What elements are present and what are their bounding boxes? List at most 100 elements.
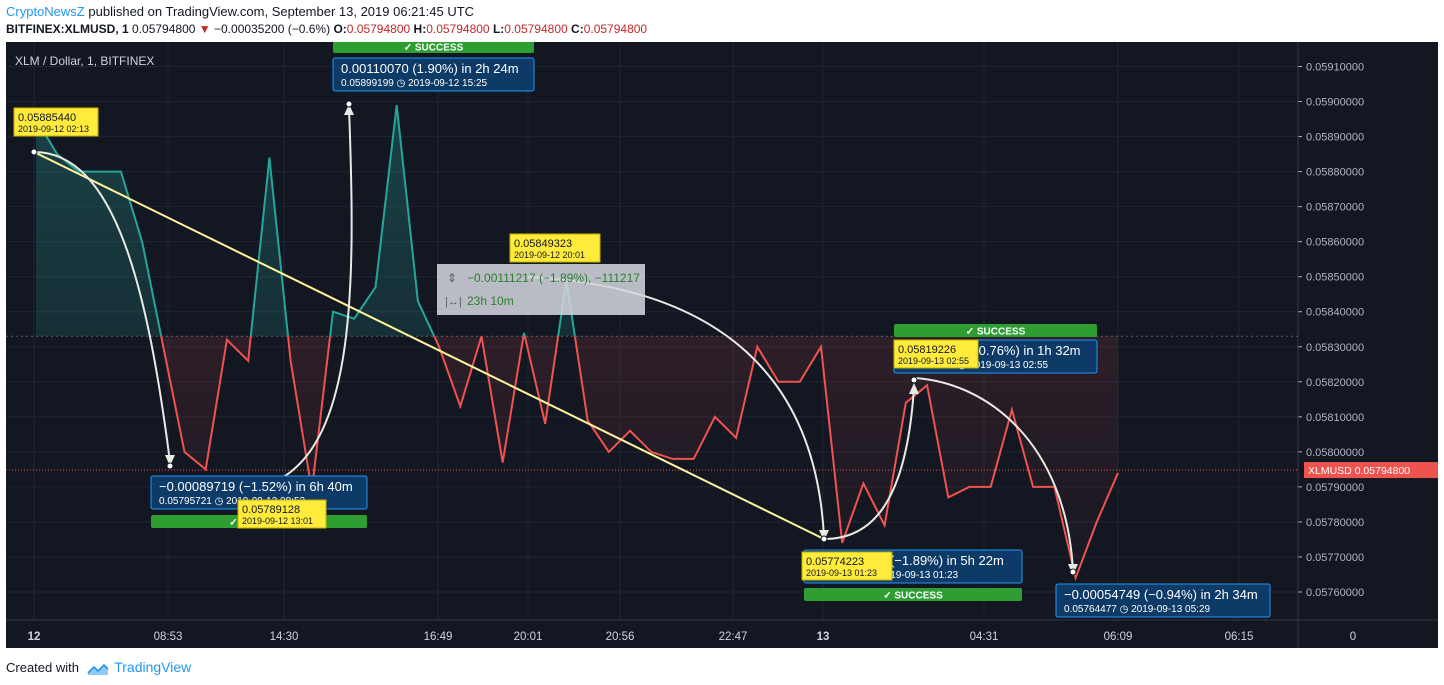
last-price-tag — [1304, 462, 1438, 479]
arrow-curve-head — [344, 104, 354, 115]
y-tick-label: 0.05850000 — [1306, 272, 1364, 284]
price-note-time: 2019-09-13 01:23 — [806, 568, 877, 578]
y-tick-label: 0.05810000 — [1306, 412, 1364, 424]
duration-icon: |↔| — [445, 296, 462, 308]
ohlc-line: BITFINEX:XLMUSD, 1 0.05794800 ▼ −0.00035… — [6, 22, 647, 36]
low-value: 0.05794800 — [504, 22, 568, 36]
success-badge-label: ✓ SUCCESS — [966, 327, 1026, 338]
y-tick-label: 0.05890000 — [1306, 132, 1364, 144]
measure-box — [1055, 583, 1271, 618]
success-badge-label: ✓ SUCCESS — [883, 591, 943, 602]
high-label: H: — [413, 22, 427, 36]
success-badge — [804, 588, 1022, 601]
published-text: published on TradingView.com, September … — [88, 4, 475, 19]
x-tick-label: 14:30 — [270, 631, 299, 643]
low-label: L: — [492, 22, 505, 36]
close-label: C: — [571, 22, 584, 36]
y-tick-label: 0.05880000 — [1306, 167, 1364, 179]
measure-change: −0.00089719 (−1.52%) in 6h 40m — [159, 479, 353, 494]
trend-line — [33, 151, 825, 540]
publish-line: CryptoNewsZ published on TradingView.com… — [6, 4, 474, 19]
x-tick-label: 04:31 — [970, 631, 999, 643]
y-tick-label: 0.05800000 — [1306, 447, 1364, 459]
anchor-point — [30, 148, 38, 156]
x-tick-label: 20:01 — [514, 631, 543, 643]
y-tick-label: 0.05780000 — [1306, 517, 1364, 529]
x-tick-label: 16:49 — [424, 631, 453, 643]
measure-detail: 0.05899199 ◷ 2019-09-12 15:25 — [341, 78, 488, 89]
measure-change: −0.00054749 (−0.94%) in 2h 34m — [1064, 587, 1258, 602]
anchor-point — [1069, 568, 1077, 576]
price-note-time: 2019-09-12 02:13 — [18, 124, 89, 134]
y-tick-label: 0.05910000 — [1306, 62, 1364, 74]
range-tool-change: −0.00111217 (−1.89%), −111217 — [467, 271, 640, 285]
arrow-curve — [33, 151, 171, 463]
price-note-time: 2019-09-13 02:55 — [898, 356, 969, 366]
footer: Created with TradingView — [6, 659, 191, 676]
price-note — [509, 233, 601, 263]
range-tool-icon: ⇕ — [447, 271, 457, 285]
x-tick-label: 06:09 — [1104, 631, 1133, 643]
last-price-tag-text: XLMUSD 0.05794800 — [1308, 465, 1410, 477]
arrow-curve-head — [909, 383, 919, 394]
arrow-curve — [913, 377, 1074, 572]
success-badge-label: ✓ SUCCESS — [404, 43, 464, 54]
y-tick-label: 0.05860000 — [1306, 237, 1364, 249]
x-tick-label: 12 — [28, 631, 41, 643]
range-tool-duration: 23h 10m — [467, 294, 514, 308]
x-tick-label: 06:15 — [1225, 631, 1254, 643]
arrow-curve — [259, 107, 353, 488]
x-tick-label: 20:56 — [606, 631, 635, 643]
close-value: 0.05794800 — [583, 22, 648, 36]
arrow-curve — [823, 386, 915, 540]
success-badge — [894, 324, 1097, 337]
anchor-point — [166, 462, 174, 470]
arrow-curve-head — [165, 455, 175, 466]
down-area — [36, 336, 1118, 578]
high-value: 0.05794800 — [426, 22, 490, 36]
measure-box — [332, 57, 535, 92]
anchor-point — [345, 100, 353, 108]
price-note — [893, 339, 979, 369]
created-with-text: Created with — [6, 660, 79, 675]
anchor-point — [910, 376, 918, 384]
price-line-down — [160, 336, 1119, 582]
measure-detail: 0.05764477 ◷ 2019-09-13 05:29 — [1064, 604, 1211, 615]
chart-title: XLM / Dollar, 1, BITFINEX — [15, 54, 154, 68]
price-note — [801, 551, 893, 581]
y-tick-label: 0.05840000 — [1306, 307, 1364, 319]
y-tick-label: 0.05870000 — [1306, 202, 1364, 214]
range-tool-box — [437, 264, 645, 315]
y-tick-label: 0.05830000 — [1306, 342, 1364, 354]
y-tick-label: 0.05900000 — [1306, 97, 1364, 109]
success-badge — [333, 42, 534, 53]
x-tick-label: 13 — [817, 631, 830, 643]
up-area — [36, 105, 575, 337]
measure-change: 0.00110070 (1.90%) in 2h 24m — [341, 61, 519, 76]
price-note-value: 0.05819226 — [898, 344, 956, 356]
anchor-point — [820, 535, 828, 543]
down-triangle-icon: ▼ — [198, 22, 211, 36]
publisher-link[interactable]: CryptoNewsZ — [6, 4, 85, 19]
price-change: −0.00035200 (−0.6%) — [214, 22, 331, 36]
price-note-value: 0.05885440 — [18, 112, 76, 124]
price-note — [237, 499, 327, 529]
symbol: BITFINEX:XLMUSD, 1 — [6, 22, 129, 36]
price-note — [13, 107, 99, 137]
x-tick-label: 0 — [1350, 631, 1356, 643]
price-note-value: 0.05789128 — [242, 504, 300, 516]
x-tick-label: 08:53 — [154, 631, 183, 643]
open-value: 0.05794800 — [346, 22, 411, 36]
tradingview-brand[interactable]: TradingView — [114, 659, 192, 675]
x-tick-label: 22:47 — [719, 631, 748, 643]
y-tick-label: 0.05760000 — [1306, 587, 1364, 599]
y-tick-label: 0.05790000 — [1306, 482, 1364, 494]
tradingview-logo-icon — [87, 663, 109, 675]
last-price: 0.05794800 — [132, 22, 196, 36]
price-note-value: 0.05774223 — [806, 556, 864, 568]
price-note-value: 0.05849323 — [514, 238, 572, 250]
y-tick-label: 0.05770000 — [1306, 552, 1364, 564]
price-note-time: 2019-09-12 20:01 — [514, 250, 585, 260]
price-note-time: 2019-09-12 13:01 — [242, 516, 313, 526]
price-chart[interactable]: 0.05910000 0.05900000 0.05890000 0.05880000… — [6, 42, 1438, 648]
